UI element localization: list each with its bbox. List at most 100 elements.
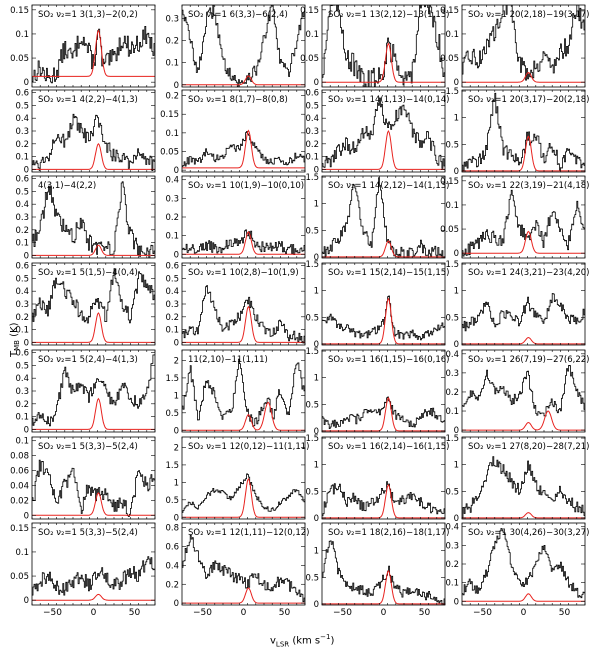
- y-tick-label: 0.2: [445, 388, 459, 398]
- x-tick-label: 50: [559, 608, 571, 618]
- model-spectrum: [462, 71, 585, 83]
- y-tick-label: 0: [314, 514, 319, 524]
- observed-spectrum: [462, 92, 585, 172]
- y-tick-label: 0: [314, 78, 319, 88]
- panel-transition-label: SO₂ ν₂=1 15(2,14)−15(1,15): [328, 268, 449, 278]
- y-tick-label: 0.8: [165, 524, 179, 534]
- y-tick-label: 0.06: [10, 467, 29, 477]
- x-axis-label-unit: (km s: [289, 635, 321, 647]
- y-tick-label: 0.3: [305, 127, 319, 137]
- y-tick-label: 0.15: [10, 524, 29, 534]
- model-spectrum: [322, 297, 445, 345]
- observed-spectrum: [32, 556, 155, 596]
- spectrum-panel-3-2: 0 0.1 0.2 0.3 0.4 SO₂ ν₂=1 10(1,9)−10(0,10): [165, 175, 306, 260]
- y-tick-label: 0: [24, 165, 29, 175]
- y-tick-label: 0.2: [15, 313, 29, 323]
- panel-transition-label: SO₂ ν₂=1 12(1,11)−12(0,12): [188, 528, 309, 538]
- y-tick-label: 0: [454, 426, 459, 436]
- y-tick-label: 0.2: [165, 580, 179, 590]
- y-tick-label: 0.3: [15, 387, 29, 397]
- y-tick-label: 0.6: [165, 543, 179, 553]
- y-tick-label: 0: [454, 167, 459, 177]
- observed-spectrum: [462, 456, 585, 518]
- spectrum-panel-2-2: 0 0.05 0.1 0.15 0.2 SO₂ ν₂=1 8(1,7)−8(0,8): [160, 89, 306, 176]
- y-tick-label: 0.02: [10, 496, 29, 506]
- y-tick-label: 0: [314, 253, 319, 263]
- spectrum-panel-7-3: −50 0 50 0 0.5 1 SO₂ ν₂=1 18(2,16)−18(1,17): [305, 522, 449, 618]
- spectrum-panel-3-4: 0 0.05 0.1 0.15 SO₂ ν₂=1 22(3,19)−21(4,18): [440, 175, 589, 259]
- y-tick-label: 1.5: [305, 173, 319, 183]
- y-tick-label: 0.6: [15, 89, 29, 99]
- model-spectrum: [322, 483, 445, 519]
- panel-transition-label: SO₂ ν₂=1 5(2,4)−4(1,3): [38, 355, 138, 365]
- y-tick-label: 0: [454, 340, 459, 350]
- y-tick-label: 0.4: [15, 200, 29, 210]
- observed-spectrum: [462, 5, 585, 81]
- y-tick-label: 1: [454, 287, 459, 297]
- panel-frame: [461, 262, 586, 346]
- panel-frame: [181, 4, 306, 88]
- y-tick-label: 0.4: [165, 176, 179, 186]
- y-tick-label: 0.3: [15, 213, 29, 223]
- y-tick-label: 0.4: [15, 374, 29, 384]
- y-tick-label: 0.1: [165, 326, 179, 336]
- panel-transition-label: SO₂ ν₂=1 24(3,21)−23(4,20): [468, 268, 589, 278]
- y-tick-label: 1: [314, 200, 319, 210]
- y-tick-label: 0.5: [15, 101, 29, 111]
- y-tick-label: 0.1: [305, 30, 319, 40]
- model-spectrum: [182, 305, 305, 343]
- y-tick-label: 0.5: [305, 101, 319, 111]
- y-tick-label: 0.3: [445, 541, 459, 551]
- spectrum-panel-2-3: 0 0.1 0.2 0.3 0.4 0.5 0.6 SO₂ ν₂=1 14(1,13)−14(…: [305, 89, 449, 176]
- y-tick-label: 0: [174, 426, 179, 436]
- panel-frame: [181, 522, 306, 606]
- panel-frame: [321, 262, 446, 346]
- y-tick-label: 0.6: [165, 262, 179, 272]
- panel-frame: [321, 522, 446, 606]
- y-tick-label: 2: [174, 356, 179, 366]
- y-tick-label: 0.5: [15, 187, 29, 197]
- panel-transition-label: SO₂ ν₂=1 13(2,12)−13(1,13): [328, 10, 449, 20]
- model-spectrum: [182, 587, 305, 604]
- spectrum-panel-7-1: −50 0 50 0 0.05 0.1 0.15 SO₂ ν₂=1 5(3,3)−5(2,4): [10, 522, 156, 618]
- observed-spectrum: [462, 293, 585, 332]
- observed-spectrum: [322, 540, 445, 605]
- x-tick-label: 50: [419, 608, 431, 618]
- panel-frame: [321, 349, 446, 433]
- x-tick-label: −50: [473, 608, 492, 618]
- model-spectrum: [32, 29, 155, 77]
- y-tick-label: 0.4: [445, 523, 459, 533]
- y-tick-label: 2: [174, 443, 179, 453]
- y-tick-label: 0.2: [305, 140, 319, 150]
- x-axis-label-sub: LSR: [275, 640, 290, 649]
- model-spectrum: [462, 512, 585, 519]
- spectrum-panel-3-3: 0 0.5 1 1.5 SO₂ ν₂=1 14(2,12)−14(1,13): [305, 173, 449, 263]
- y-tick-label: 1.5: [165, 374, 179, 384]
- model-spectrum: [32, 593, 155, 601]
- y-tick-label: 1.5: [445, 87, 459, 97]
- y-tick-label: 0.08: [10, 452, 29, 462]
- model-spectrum: [322, 240, 445, 258]
- y-tick-label: 1: [454, 461, 459, 471]
- model-spectrum: [182, 401, 305, 431]
- y-tick-label: 0.5: [305, 573, 319, 583]
- y-tick-label: 1.5: [445, 434, 459, 444]
- y-tick-label: 0.2: [15, 226, 29, 236]
- y-tick-label: 0.04: [10, 481, 29, 491]
- y-axis-label-main: T: [9, 350, 20, 358]
- y-tick-label: 0.1: [15, 153, 29, 163]
- y-tick-label: 0.5: [165, 409, 179, 419]
- y-tick-label: 0.05: [10, 54, 29, 64]
- model-spectrum: [462, 410, 585, 431]
- y-tick-label: 0.1: [15, 548, 29, 558]
- model-spectrum: [322, 569, 445, 605]
- panel-transition-label: SO₂ ν₂=1 3(1,3)−2(0,2): [38, 10, 138, 20]
- observed-spectrum: [462, 189, 585, 257]
- y-tick-label: 0: [174, 166, 179, 176]
- y-tick-label: 0.2: [15, 140, 29, 150]
- y-axis-label-unit: (K): [9, 322, 20, 340]
- y-tick-label: 0.3: [165, 300, 179, 310]
- spectrum-panel-2-4: 0 0.5 1 1.5 SO₂ ν₂=1 20(3,17)−20(2,18): [445, 87, 589, 177]
- y-tick-label: 0.3: [165, 14, 179, 24]
- spectrum-panel-4-4: 0 0.5 1 1.5 SO₂ ν₂=1 24(3,21)−23(4,20): [445, 260, 589, 350]
